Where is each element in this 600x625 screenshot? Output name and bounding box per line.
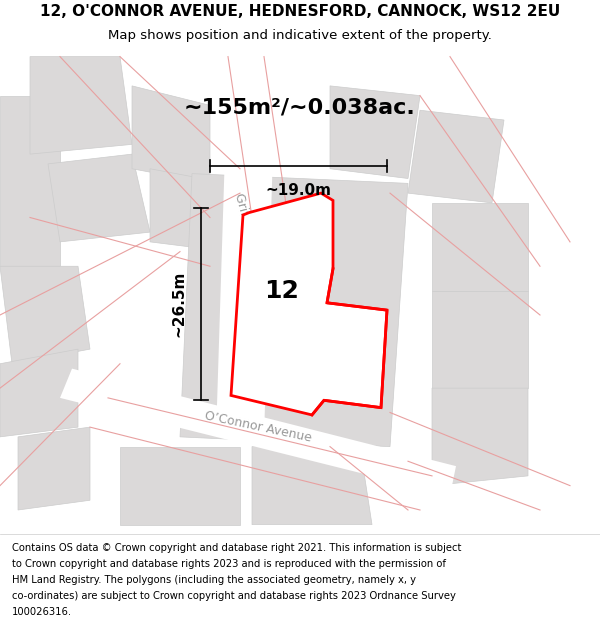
Text: co-ordinates) are subject to Crown copyright and database rights 2023 Ordnance S: co-ordinates) are subject to Crown copyr…: [12, 591, 456, 601]
Polygon shape: [48, 154, 150, 242]
Polygon shape: [180, 174, 408, 447]
Polygon shape: [432, 388, 528, 486]
Text: to Crown copyright and database rights 2023 and is reproduced with the permissio: to Crown copyright and database rights 2…: [12, 559, 446, 569]
Text: ~26.5m: ~26.5m: [171, 271, 186, 338]
Polygon shape: [231, 193, 387, 415]
Text: ~19.0m: ~19.0m: [265, 183, 331, 198]
Text: ~155m²/~0.038ac.: ~155m²/~0.038ac.: [184, 98, 416, 118]
Polygon shape: [0, 266, 90, 364]
Polygon shape: [60, 369, 456, 496]
Text: 100026316.: 100026316.: [12, 607, 72, 617]
Text: 12: 12: [265, 279, 299, 302]
Polygon shape: [0, 349, 78, 437]
Polygon shape: [150, 169, 228, 252]
Polygon shape: [120, 447, 240, 524]
Polygon shape: [0, 96, 60, 266]
Polygon shape: [30, 57, 132, 154]
Text: O’Connor Avenue: O’Connor Avenue: [203, 409, 313, 445]
Text: Griffiths Way: Griffiths Way: [232, 191, 266, 273]
Polygon shape: [432, 203, 528, 291]
Polygon shape: [432, 291, 528, 388]
Polygon shape: [330, 86, 420, 179]
Polygon shape: [216, 57, 276, 437]
Polygon shape: [132, 86, 210, 183]
Polygon shape: [252, 447, 372, 524]
Polygon shape: [408, 110, 504, 203]
Text: Contains OS data © Crown copyright and database right 2021. This information is : Contains OS data © Crown copyright and d…: [12, 543, 461, 554]
Text: HM Land Registry. The polygons (including the associated geometry, namely x, y: HM Land Registry. The polygons (includin…: [12, 575, 416, 585]
Text: Map shows position and indicative extent of the property.: Map shows position and indicative extent…: [108, 29, 492, 42]
Text: 12, O'CONNOR AVENUE, HEDNESFORD, CANNOCK, WS12 2EU: 12, O'CONNOR AVENUE, HEDNESFORD, CANNOCK…: [40, 4, 560, 19]
Polygon shape: [18, 427, 90, 510]
